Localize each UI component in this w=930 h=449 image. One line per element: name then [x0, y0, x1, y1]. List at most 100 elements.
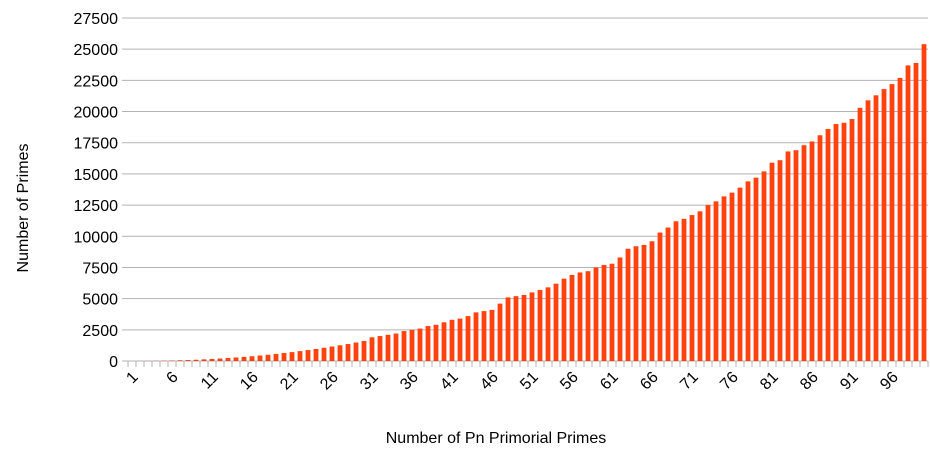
- x-tick-label: 91: [837, 369, 862, 394]
- bar: [281, 353, 287, 361]
- bar: [865, 100, 871, 361]
- bar: [545, 287, 551, 361]
- bar: [921, 44, 927, 362]
- bar: [697, 211, 703, 361]
- bar: [241, 356, 247, 361]
- bar: [809, 141, 815, 361]
- x-tick-label: 6: [163, 369, 181, 387]
- bar: [209, 359, 215, 361]
- bar: [857, 107, 863, 361]
- y-tick-label: 0: [109, 354, 118, 371]
- bar: [433, 324, 439, 361]
- bar: [265, 354, 271, 361]
- bar: [729, 192, 735, 361]
- bar: [825, 129, 831, 361]
- bar: [905, 65, 911, 361]
- x-tick-label: 61: [597, 369, 622, 394]
- bar: [569, 274, 575, 361]
- bar: [361, 341, 367, 361]
- bar: [217, 358, 223, 361]
- bar: [529, 292, 535, 361]
- x-tick-label: 11: [198, 369, 222, 393]
- bar: [593, 267, 599, 361]
- x-tick-label: 81: [757, 369, 782, 394]
- bar: [577, 272, 583, 361]
- bar: [841, 122, 847, 362]
- bar: [409, 329, 415, 361]
- x-tick-label: 31: [357, 369, 382, 394]
- x-tick-label: 71: [677, 369, 702, 394]
- bar: [201, 359, 207, 361]
- bar: [665, 227, 671, 361]
- bar: [649, 241, 655, 361]
- bar: [321, 347, 327, 361]
- bar: [553, 283, 559, 361]
- y-tick-label: 2500: [82, 323, 118, 340]
- bar: [377, 336, 383, 361]
- bar: [617, 257, 623, 361]
- bar: [337, 345, 343, 361]
- bar: [817, 135, 823, 361]
- y-tick-label: 5000: [82, 292, 118, 309]
- bar: [401, 331, 407, 361]
- bar: [753, 177, 759, 361]
- bar: [417, 328, 423, 361]
- bar: [609, 263, 615, 361]
- bar: [537, 289, 543, 361]
- x-tick-label: 41: [437, 369, 462, 394]
- bar: [169, 360, 175, 361]
- y-tick-label: 10000: [74, 229, 119, 246]
- bar: [249, 356, 255, 361]
- bar: [785, 151, 791, 361]
- bar: [457, 318, 463, 361]
- bar: [345, 344, 351, 361]
- x-tick-label: 66: [637, 369, 662, 394]
- bar: [801, 145, 807, 361]
- bar: [481, 311, 487, 361]
- bar: [889, 84, 895, 361]
- bar: [289, 352, 295, 361]
- bar: [585, 271, 591, 361]
- x-tick-label: 56: [557, 369, 582, 394]
- x-tick-label: 96: [877, 369, 902, 394]
- bar: [705, 205, 711, 361]
- bar: [793, 150, 799, 361]
- y-axis-title: Number of Primes: [15, 144, 32, 273]
- x-tick-label: 16: [237, 369, 262, 394]
- bar: [369, 337, 375, 361]
- x-tick-label: 36: [397, 369, 422, 394]
- bar: [625, 248, 631, 361]
- x-tick-label: 1: [123, 369, 141, 387]
- x-tick-label: 46: [477, 369, 502, 394]
- bar: [673, 221, 679, 361]
- y-tick-label: 15000: [74, 167, 119, 184]
- bar: [233, 357, 239, 361]
- bar: [185, 360, 191, 361]
- bar: [305, 350, 311, 361]
- y-tick-label: 25000: [74, 42, 119, 59]
- bar: [881, 89, 887, 361]
- bar: [873, 95, 879, 362]
- y-tick-label: 20000: [74, 105, 119, 122]
- bar: [489, 309, 495, 361]
- bar: [393, 333, 399, 361]
- y-tick-label: 17500: [74, 136, 119, 153]
- bar: [737, 187, 743, 361]
- x-tick-label: 76: [717, 369, 742, 394]
- bar: [913, 62, 919, 361]
- bar: [521, 294, 527, 361]
- bar: [465, 316, 471, 361]
- bar: [225, 358, 231, 361]
- bar: [689, 215, 695, 361]
- x-tick-label: 26: [317, 369, 342, 394]
- bar: [713, 201, 719, 361]
- y-tick-label: 7500: [82, 260, 118, 277]
- bar: [313, 348, 319, 361]
- bar: [897, 77, 903, 362]
- bar: [193, 359, 199, 361]
- bar: [761, 171, 767, 361]
- bar: [657, 232, 663, 361]
- bar: [745, 181, 751, 361]
- x-tick-label: 21: [277, 369, 302, 394]
